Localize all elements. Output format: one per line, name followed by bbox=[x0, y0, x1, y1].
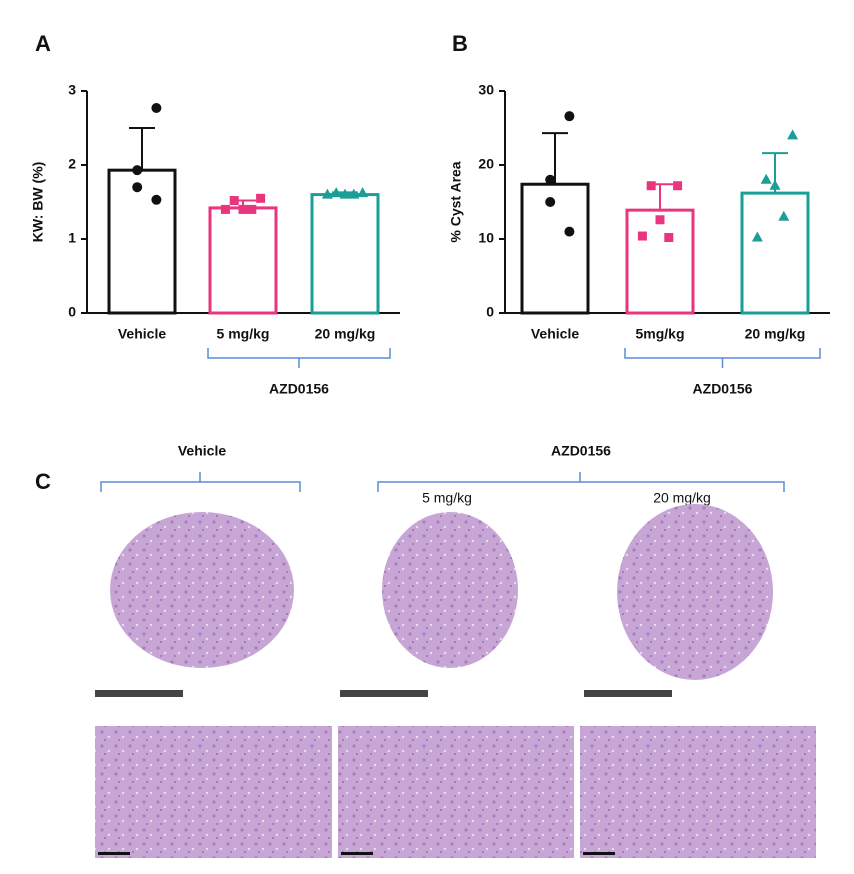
data-point bbox=[769, 179, 781, 190]
kidney-section bbox=[617, 504, 773, 680]
kidney-section bbox=[382, 512, 518, 668]
panel-label: C bbox=[35, 469, 51, 494]
micrograph bbox=[95, 726, 332, 858]
group-label: AZD0156 bbox=[269, 381, 329, 397]
data-point bbox=[151, 103, 162, 114]
y-tick-label: 20 bbox=[478, 156, 494, 172]
x-tick-label: Vehicle bbox=[531, 326, 579, 342]
bracket bbox=[207, 348, 391, 368]
micrograph bbox=[338, 726, 574, 858]
data-point bbox=[357, 187, 369, 198]
x-tick-label: 20 mg/kg bbox=[745, 326, 806, 342]
dose-label: 5 mg/kg bbox=[422, 490, 472, 506]
dose-label: 20 mg/kg bbox=[653, 490, 711, 506]
bracket bbox=[377, 472, 785, 492]
kidney-section bbox=[110, 512, 294, 668]
y-tick-label: 10 bbox=[478, 230, 494, 246]
data-point bbox=[229, 196, 239, 206]
micrograph bbox=[580, 726, 816, 858]
group-label: Vehicle bbox=[178, 443, 226, 459]
data-point bbox=[760, 173, 772, 184]
bar bbox=[625, 208, 695, 315]
data-point bbox=[247, 204, 257, 214]
group-label: AZD0156 bbox=[551, 443, 611, 459]
bar bbox=[208, 206, 278, 315]
x-tick-label: 5mg/kg bbox=[635, 326, 684, 342]
data-point bbox=[220, 204, 230, 214]
y-axis-label: % Cyst Area bbox=[448, 161, 464, 242]
y-tick-label: 1 bbox=[68, 230, 76, 246]
data-point bbox=[330, 187, 342, 198]
bracket bbox=[624, 348, 821, 368]
x-tick-label: 20 mg/kg bbox=[315, 326, 376, 342]
data-point bbox=[256, 193, 266, 203]
bar bbox=[520, 182, 590, 315]
y-tick-label: 0 bbox=[68, 304, 76, 320]
data-point bbox=[151, 194, 162, 205]
scale-bar bbox=[340, 690, 428, 697]
data-point bbox=[321, 188, 333, 199]
bar bbox=[107, 168, 177, 315]
y-tick-label: 3 bbox=[68, 82, 76, 98]
y-tick-label: 2 bbox=[68, 156, 76, 172]
scale-bar bbox=[584, 690, 672, 697]
data-point bbox=[646, 181, 656, 191]
data-point bbox=[673, 181, 683, 191]
data-point bbox=[564, 226, 575, 237]
scale-bar bbox=[98, 852, 130, 855]
data-point bbox=[751, 231, 763, 242]
data-point bbox=[339, 188, 351, 199]
scale-bar bbox=[583, 852, 615, 855]
panel-label: B bbox=[452, 31, 468, 56]
bar bbox=[310, 193, 380, 315]
scale-bar bbox=[341, 852, 373, 855]
y-axis-label: KW: BW (%) bbox=[30, 162, 46, 243]
data-point bbox=[564, 111, 575, 122]
x-tick-label: 5 mg/kg bbox=[217, 326, 270, 342]
data-point bbox=[132, 182, 143, 193]
data-point bbox=[778, 210, 790, 221]
data-point bbox=[238, 204, 248, 214]
scale-bar bbox=[95, 690, 183, 697]
bracket bbox=[100, 472, 301, 492]
data-point bbox=[545, 174, 556, 185]
data-point bbox=[132, 165, 143, 176]
data-point bbox=[637, 231, 647, 241]
y-tick-label: 0 bbox=[486, 304, 494, 320]
group-label: AZD0156 bbox=[693, 381, 753, 397]
y-tick-label: 30 bbox=[478, 82, 494, 98]
data-point bbox=[655, 215, 665, 225]
panel-label: A bbox=[35, 31, 51, 56]
data-point bbox=[348, 188, 360, 199]
data-point bbox=[545, 197, 556, 207]
data-point bbox=[664, 233, 674, 243]
data-point bbox=[787, 129, 799, 140]
bar bbox=[740, 191, 810, 315]
x-tick-label: Vehicle bbox=[118, 326, 166, 342]
